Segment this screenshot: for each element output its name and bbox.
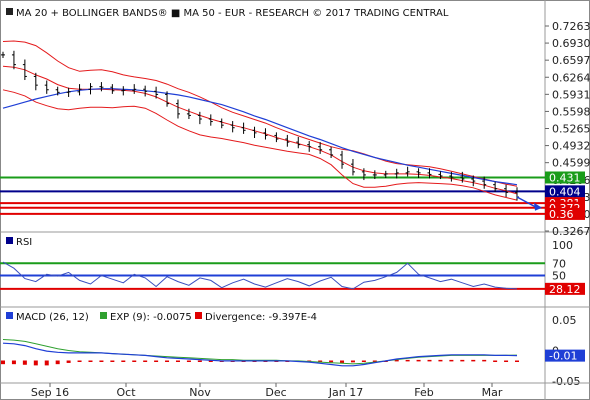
divergence-bar bbox=[77, 360, 82, 362]
macd-current-flag bbox=[545, 349, 585, 362]
price-tick-label: 0.6264 bbox=[552, 71, 590, 84]
divergence-bar bbox=[110, 360, 115, 362]
rsi-legend: RSI bbox=[16, 237, 32, 248]
rsi-current-flag bbox=[545, 282, 585, 295]
price-tick-label: 0.6930 bbox=[552, 37, 590, 50]
level-flag-resistance bbox=[545, 171, 585, 184]
level-flag-support bbox=[545, 207, 585, 220]
macd-current-label: -0.01 bbox=[549, 350, 577, 363]
divergence-bar bbox=[427, 359, 432, 362]
divergence-bar bbox=[318, 360, 323, 362]
macd-panel: 0.050-0.05-0.01 bbox=[1, 312, 585, 388]
x-tick-label: Sep 16 bbox=[31, 386, 69, 399]
divergence-bar bbox=[1, 360, 5, 365]
legend-swatch-bollinger bbox=[6, 8, 13, 15]
x-tick-label: Oct bbox=[116, 386, 136, 399]
divergence-bar bbox=[33, 360, 38, 366]
divergence-bar bbox=[55, 360, 60, 365]
x-axis: Sep 16 Oct Nov Dec Jan 17 Feb Mar bbox=[0, 382, 590, 399]
divergence-bar bbox=[493, 360, 498, 362]
macd-line bbox=[2, 342, 518, 367]
divergence-bar bbox=[88, 360, 93, 362]
price-tick-label: 0.7263 bbox=[552, 20, 590, 33]
divergence-bar bbox=[504, 360, 509, 362]
x-tick-label: Jan 17 bbox=[328, 386, 363, 399]
divergence-bar bbox=[66, 360, 71, 363]
legend-swatch-rsi bbox=[6, 237, 13, 244]
divergence-bar bbox=[11, 360, 16, 365]
level-flag-label: 0.36 bbox=[549, 208, 574, 221]
divergence-bar bbox=[132, 360, 137, 362]
macd-tick-label: -0.05 bbox=[552, 375, 580, 388]
projection-arrow-head bbox=[534, 202, 542, 211]
divergence-legend: Divergence: -9.397E-4 bbox=[205, 312, 317, 323]
divergence-bar bbox=[361, 360, 366, 362]
projection-arrow-line bbox=[516, 196, 538, 209]
legend-swatch-exp bbox=[100, 312, 107, 319]
divergence-bar bbox=[482, 359, 487, 362]
x-tick-label: Nov bbox=[189, 386, 211, 399]
macd-tick-label: 0.05 bbox=[552, 314, 577, 327]
x-tick-label: Mar bbox=[482, 386, 503, 399]
divergence-bar bbox=[329, 360, 334, 363]
level-flag-pivot bbox=[545, 185, 585, 198]
macd-legend: MACD (26, 12) bbox=[16, 312, 89, 323]
rsi-tick-label: 100 bbox=[552, 239, 573, 252]
exp-legend: EXP (9): -0.0075 bbox=[110, 312, 192, 323]
main-legend: MA 20 + BOLLINGER BANDS® ■ MA 50 - EUR -… bbox=[16, 8, 449, 19]
divergence-bar bbox=[449, 359, 454, 362]
bollinger-lower-line bbox=[2, 89, 518, 201]
divergence-bar bbox=[22, 360, 27, 365]
divergence-bar bbox=[350, 360, 355, 363]
divergence-bar bbox=[121, 360, 126, 362]
divergence-bar bbox=[372, 360, 377, 362]
divergence-bar bbox=[394, 359, 399, 362]
divergence-bar bbox=[165, 360, 170, 362]
x-tick-label: Feb bbox=[414, 386, 433, 399]
x-tick-label: Dec bbox=[265, 386, 286, 399]
divergence-bar bbox=[405, 359, 410, 362]
price-tick-label: 0.4932 bbox=[552, 140, 590, 153]
level-flag-label: 0.431 bbox=[549, 171, 581, 184]
divergence-bar bbox=[416, 359, 421, 362]
divergence-bar bbox=[208, 360, 213, 362]
price-tick-label: 0.5931 bbox=[552, 88, 590, 101]
divergence-bar bbox=[515, 360, 519, 362]
divergence-bar bbox=[175, 360, 180, 362]
rsi-tick-label: 70 bbox=[552, 257, 566, 270]
rsi-line bbox=[2, 261, 518, 290]
divergence-bar bbox=[154, 360, 159, 362]
legend-swatch-macd bbox=[6, 312, 13, 319]
legend-swatch-divergence bbox=[195, 312, 202, 319]
divergence-bar bbox=[143, 360, 148, 362]
divergence-bar bbox=[460, 359, 465, 362]
price-tick-label: 0.4599 bbox=[552, 157, 590, 170]
divergence-bar bbox=[438, 359, 443, 362]
price-tick-label: 0.3267 bbox=[552, 225, 590, 238]
divergence-bar bbox=[99, 360, 104, 362]
rsi-current-label: 28.12 bbox=[549, 283, 581, 296]
divergence-bar bbox=[471, 359, 476, 362]
divergence-bar bbox=[340, 360, 345, 363]
price-tick-label: 0.5265 bbox=[552, 123, 590, 136]
level-flag-label: 0.404 bbox=[549, 185, 581, 198]
divergence-bar bbox=[186, 360, 191, 362]
rsi-tick-label: 50 bbox=[552, 270, 566, 283]
divergence-bar bbox=[44, 360, 49, 366]
price-tick-label: 0.6597 bbox=[552, 54, 590, 67]
bollinger-upper-line bbox=[2, 40, 518, 187]
price-tick-label: 0.5598 bbox=[552, 105, 590, 118]
divergence-bar bbox=[197, 360, 202, 362]
